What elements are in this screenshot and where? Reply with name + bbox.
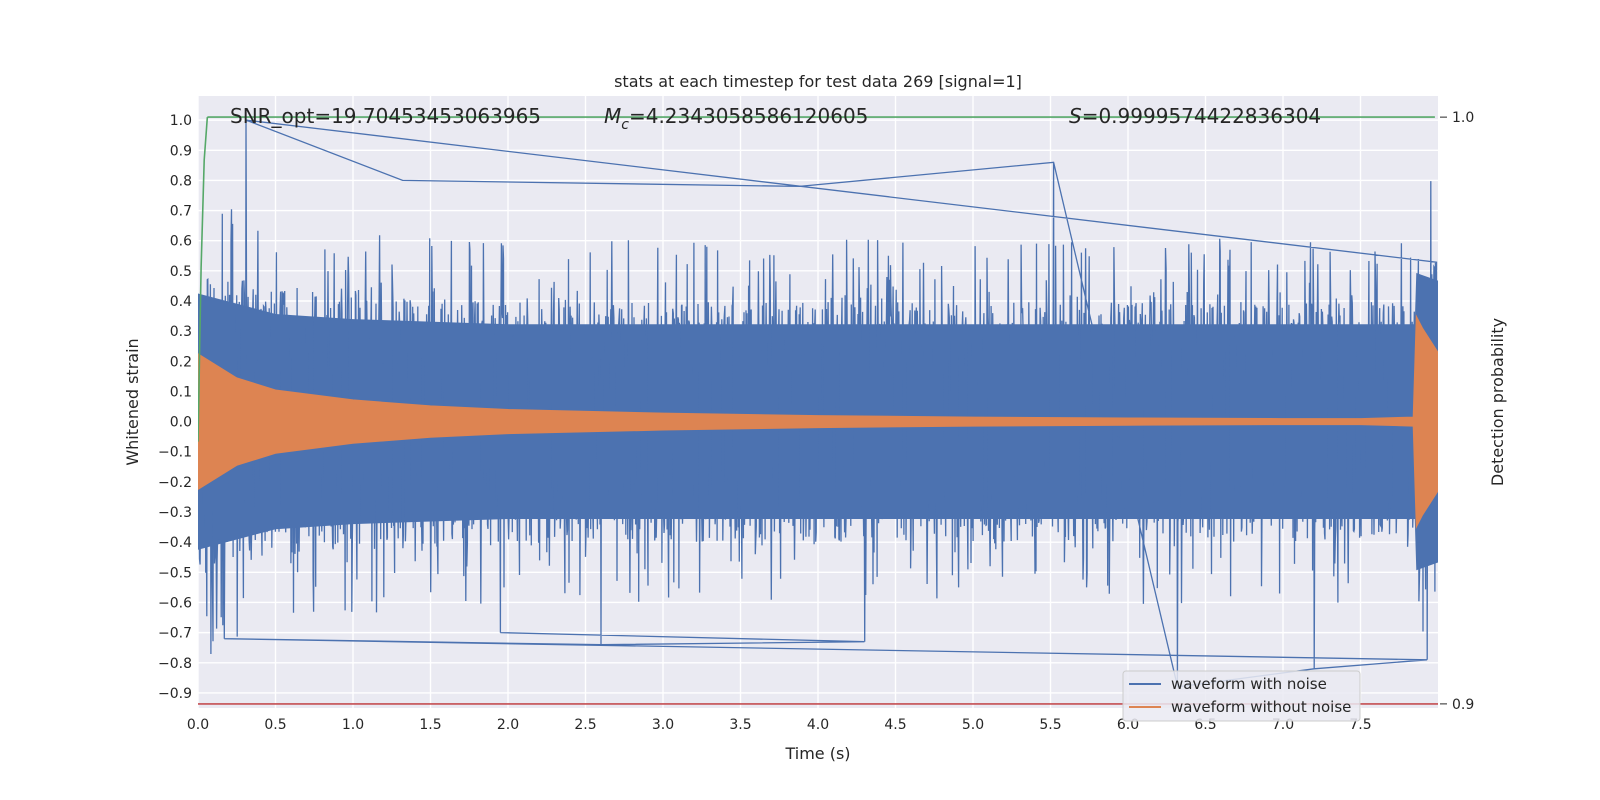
y-tick-label: 0.1 <box>170 384 192 400</box>
legend-box <box>1122 670 1361 722</box>
annotation-s-symbol: S <box>1069 104 1082 128</box>
chart-title: stats at each timestep for test data 269… <box>614 72 1022 91</box>
x-tick-label: 1.0 <box>342 717 364 733</box>
x-tick-label: 2.0 <box>497 717 519 733</box>
y-tick-label: −0.4 <box>158 535 192 551</box>
annotation-mc-symbol: M <box>604 104 621 128</box>
y-tick-label: −0.6 <box>158 595 192 611</box>
y2-axis-label: Detection probability <box>1488 318 1507 486</box>
x-tick-label: 5.0 <box>962 717 984 733</box>
y-tick-label: −0.7 <box>158 626 192 642</box>
y-tick-label: 0.8 <box>170 173 192 189</box>
y-tick-label: −0.1 <box>158 445 192 461</box>
x-tick-label: 4.5 <box>884 717 906 733</box>
x-tick-label: 1.5 <box>419 717 441 733</box>
series-line-probability <box>198 116 1435 442</box>
x-tick-label: 0.5 <box>264 717 286 733</box>
annotation-chirp-mass: Mc=4.2343058586120605 <box>604 104 868 133</box>
y-tick-label: 1.0 <box>170 113 192 129</box>
x-tick-label: 2.5 <box>574 717 596 733</box>
series-waveform-without-noise <box>198 314 1438 530</box>
y-tick-label: −0.8 <box>158 656 192 672</box>
y-tick-label: −0.3 <box>158 505 192 521</box>
y-tick-label: 0.2 <box>170 354 192 370</box>
y-tick-label: 0.4 <box>170 294 192 310</box>
annotation-mc-subscript: c <box>621 117 629 133</box>
y-tick-label: 0.9 <box>170 143 192 159</box>
x-axis-label: Time (s) <box>784 744 850 763</box>
y2-tick-label: 0.9 <box>1452 697 1474 713</box>
series-line-noise <box>198 119 1438 688</box>
legend: waveform with noise waveform without noi… <box>1122 670 1361 722</box>
annotation-s-value: =0.9999574422836304 <box>1082 104 1321 128</box>
x-tick-label: 3.5 <box>729 717 751 733</box>
y-tick-label: 0.5 <box>170 264 192 280</box>
y-tick-label: −0.5 <box>158 565 192 581</box>
legend-label-clean: waveform without noise <box>1171 698 1351 716</box>
y-tick-label: −0.9 <box>158 686 192 702</box>
x-tick-label: 3.0 <box>652 717 674 733</box>
annotation-snr: SNR_opt=19.70453453063965 <box>230 104 541 128</box>
y-tick-label: −0.2 <box>158 475 192 491</box>
y2-axis: 0.9 1.0 <box>1440 110 1474 713</box>
x-tick-label: 5.5 <box>1039 717 1061 733</box>
y-tick-label: 0.0 <box>170 415 192 431</box>
y2-tick-label: 1.0 <box>1452 110 1474 126</box>
series-area-clean <box>198 314 1438 530</box>
legend-label-noise: waveform with noise <box>1171 675 1327 693</box>
annotation-mc-value: =4.2343058586120605 <box>629 104 868 128</box>
annotation-s: S=0.9999574422836304 <box>1069 104 1321 128</box>
y-tick-label: 0.6 <box>170 234 192 250</box>
y-tick-label: 0.3 <box>170 324 192 340</box>
y-axis: −0.9 −0.8 −0.7 −0.6 −0.5 −0.4 −0.3 −0.2 −0.1 0.0 0… <box>158 113 192 702</box>
y-axis-label: Whitened strain <box>123 338 142 465</box>
y-tick-label: 0.7 <box>170 204 192 220</box>
x-tick-label: 4.0 <box>807 717 829 733</box>
x-tick-label: 0.0 <box>187 717 209 733</box>
